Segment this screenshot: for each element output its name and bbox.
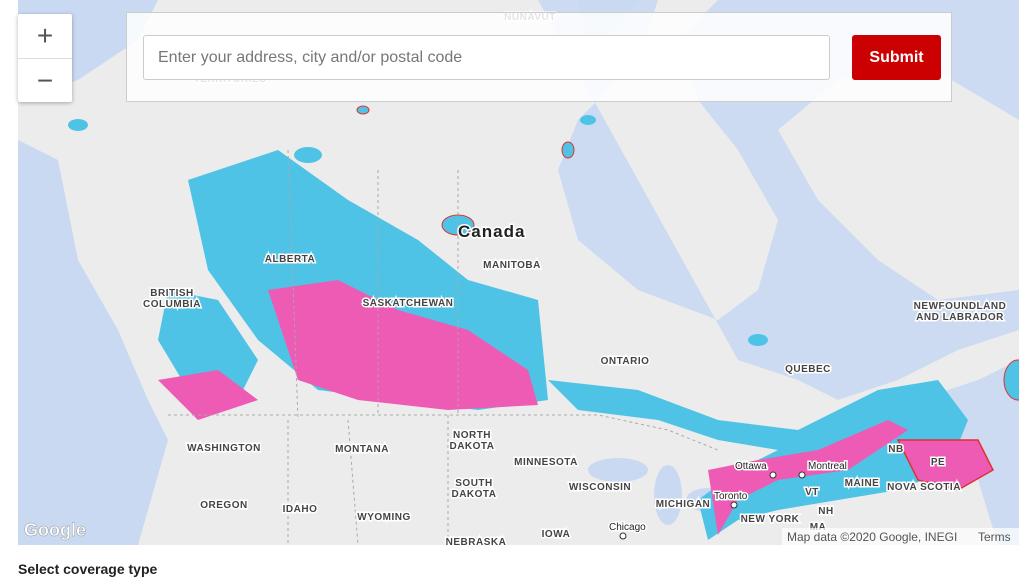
search-panel: Enter your address, city and/or postal c… [126, 12, 952, 102]
region-label: NH [818, 506, 833, 517]
region-label: NEWFOUNDLAND [914, 301, 1007, 312]
attribution-bg [782, 528, 1019, 545]
city-marker [798, 471, 806, 479]
region-label: SASKATCHEWAN [363, 298, 454, 309]
region-label: IDAHO [283, 504, 318, 515]
region-label: NEBRASKA [446, 537, 507, 545]
region-label: WASHINGTON [187, 443, 261, 454]
region-label: SOUTH [455, 478, 493, 489]
region-label: MINNESOTA [514, 457, 578, 468]
region-label: OREGON [200, 500, 247, 511]
region-label: DAKOTA [451, 489, 496, 500]
terms-link[interactable]: Terms [978, 530, 1011, 544]
city-label: Ottawa [735, 461, 767, 472]
city-label: Toronto [714, 491, 748, 502]
city-marker [769, 471, 777, 479]
region-label: WYOMING [357, 512, 411, 523]
zoom-out[interactable]: − [36, 65, 54, 96]
region-label: BRITISH [150, 288, 194, 299]
region-label: IOWA [542, 529, 571, 540]
submit-button[interactable]: Submit [852, 35, 941, 80]
region-label: NORTH [453, 430, 491, 441]
region-label: MAINE [845, 478, 880, 489]
city-marker [730, 501, 738, 509]
region-label: AND LABRADOR [916, 312, 1004, 323]
borders [168, 149, 719, 545]
country-label: Canada [458, 222, 525, 241]
google-logo: Google [24, 520, 86, 540]
city-marker [619, 532, 627, 540]
region-label: QUEBEC [785, 364, 831, 375]
coverage-heading: Select coverage type [18, 561, 158, 577]
region-label: ONTARIO [601, 356, 650, 367]
region-label: NB [888, 444, 903, 455]
city-label: Montreal [808, 461, 847, 472]
attribution: Map data ©2020 Google, INEGI [787, 530, 957, 544]
region-label: COLUMBIA [143, 299, 201, 310]
region-label: MANITOBA [483, 260, 541, 271]
region-label: MONTANA [335, 444, 389, 455]
region-label: NEW YORK [741, 514, 800, 525]
region-label: VT [805, 487, 819, 498]
address-input[interactable]: Enter your address, city and/or postal c… [143, 35, 830, 80]
zoom-in[interactable]: + [18, 14, 72, 59]
map-canvas: NUNAVUTTERRITORIESALBERTAMANITOBABRITISH… [18, 0, 1019, 545]
region-label: NOVA SCOTIA [887, 482, 961, 493]
city-label: Chicago [609, 522, 646, 533]
region-label: WISCONSIN [569, 482, 631, 493]
region-label: PE [931, 457, 945, 468]
region-label: DAKOTA [449, 441, 494, 452]
zoom-control: + − [18, 14, 72, 102]
region-label: ALBERTA [265, 254, 316, 265]
region-label: MICHIGAN [656, 499, 711, 510]
